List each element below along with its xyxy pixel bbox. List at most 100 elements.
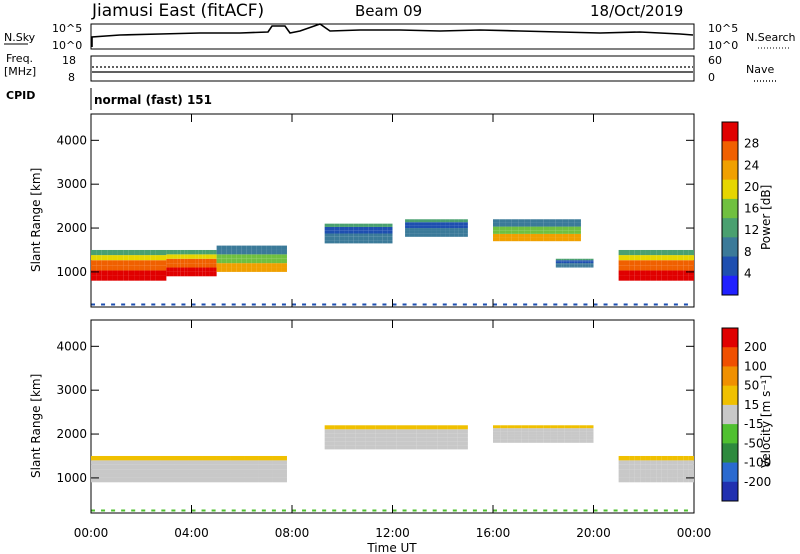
power-colorbar: 4 8 12 16 20 24 28 [721,121,759,296]
echo-cell [629,270,635,276]
echo-cell [396,445,407,450]
echo-cell [672,460,678,465]
echo-cell [683,460,689,465]
echo-cell [258,455,273,461]
near-range-echo [271,509,276,512]
echo-cell [588,261,591,264]
echo-cell [629,464,635,470]
echo-cell [329,233,335,237]
echo-cell [409,219,415,223]
near-range-echo [482,509,487,512]
near-range-echo [151,509,156,512]
echo-cell [118,473,133,478]
near-range-echo [623,303,628,306]
echo-cell [437,445,448,450]
echo-cell [521,439,529,443]
echo-cell [363,240,369,244]
echo-cell [571,260,575,262]
near-range-echo [653,303,658,306]
echo-cell [256,245,262,250]
echo-cell [132,460,147,465]
echo-cell [216,267,222,272]
echo-cell [169,249,174,255]
echo-cell [582,266,586,268]
echo-cell [571,425,580,429]
echo-cell [91,477,105,483]
echo-cell [144,260,151,266]
echo-cell [493,428,501,432]
echo-cell [634,249,641,256]
echo-cell [688,249,694,256]
echo-cell [661,464,668,470]
echo-cell [373,226,378,231]
echo-cell [568,233,575,238]
echo-cell [440,219,446,223]
near-range-echo [322,509,327,512]
echo-cell [373,230,378,234]
power-ylabel: Slant Range [km] [29,168,43,272]
echo-cell [146,460,161,465]
echo-cell [634,460,641,465]
echo-cell [236,254,242,259]
echo-cell [571,263,575,265]
echo-cell [574,222,581,227]
echo-cell [155,270,161,276]
echo-cell [579,425,587,429]
echo-cell [449,228,455,231]
echo-cell [590,258,594,261]
echo-cell [221,258,227,264]
near-range-echo [573,509,578,512]
echo-cell [123,255,129,261]
echo-cell [184,263,188,268]
echo-cell [191,263,196,268]
echo-cell [363,226,369,231]
echo-cell [353,226,359,231]
echo-cell [426,441,438,446]
echo-cell [144,255,151,261]
echo-cell [423,233,428,237]
echo-cell [355,441,366,446]
echo-cell [688,260,694,266]
echo-cell [528,431,537,435]
echo-cell [258,469,273,474]
echo-cell [169,254,174,259]
echo-cell [377,223,383,227]
echo-cell [445,225,450,229]
echo-cell [160,265,167,271]
echo-cell [104,460,119,465]
echo-cell [634,477,641,483]
echo-cell [213,254,217,259]
near-range-echo [322,303,327,306]
velocity-colorbar: 200 100 50 15 -15 -50 -100 -200 [721,327,771,502]
echo-cell [348,233,354,237]
echo-cell [241,267,247,272]
echo-cell [177,267,181,272]
echo-cell [499,230,506,234]
echo-cell [507,428,515,432]
echo-cell [650,464,657,470]
echo-cell [550,425,558,429]
echo-cell [266,267,272,272]
echo-cell [445,230,450,234]
echo-cell [144,270,151,276]
echo-cell [562,230,569,234]
echo-cell [521,425,529,429]
echo-cell [353,233,359,237]
y-tick-label: 4000 [56,339,87,353]
near-range-echo [121,509,126,512]
echo-cell [155,249,161,256]
echo-cell [457,429,468,434]
colorbar-tick-label: -200 [744,475,771,489]
echo-cell [618,255,625,261]
near-range-echo [432,509,437,512]
echo-cell [518,230,525,234]
echo-cell [416,437,427,442]
near-range-echo [91,303,95,306]
echo-cell [454,233,459,237]
echo-cell [155,260,161,266]
echo-cell [117,270,124,276]
echo-cell [251,263,257,268]
echo-cell [656,275,662,281]
echo-cell [241,254,247,259]
